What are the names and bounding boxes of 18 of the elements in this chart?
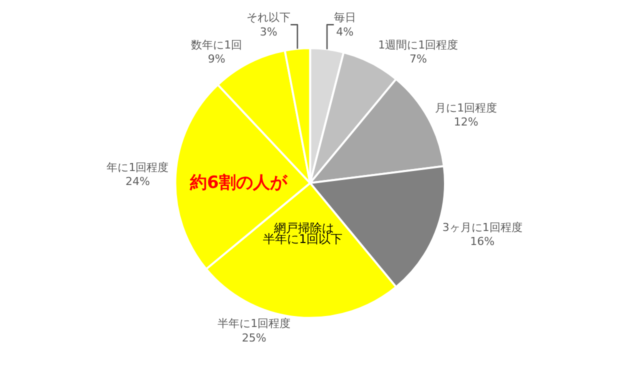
text: 約6割の人が [189,173,288,193]
data-label: 12% [454,116,478,129]
slice-label: 月に1回程度 [435,101,498,114]
data-label: 9% [208,52,226,66]
data-label: 4% [336,25,354,38]
data-label: 25% [242,331,266,344]
slice-label: 1週間に1回程度 [378,38,458,52]
text: 網戸掃除は [273,221,334,235]
slice-label: 年に1回程度 [106,160,169,174]
slice-label: 数年に1回 [191,38,242,52]
slice-label: 3ヶ月に1回程度 [442,220,522,234]
data-label: 7% [409,52,427,66]
data-label: 24% [125,175,150,188]
slice-label: 半年に1回程度 [218,317,291,330]
data-label: 3% [260,25,278,38]
slice-label: それ以下 [246,11,291,24]
slice-label: 毎日 [334,11,356,24]
data-label: 16% [470,235,495,248]
